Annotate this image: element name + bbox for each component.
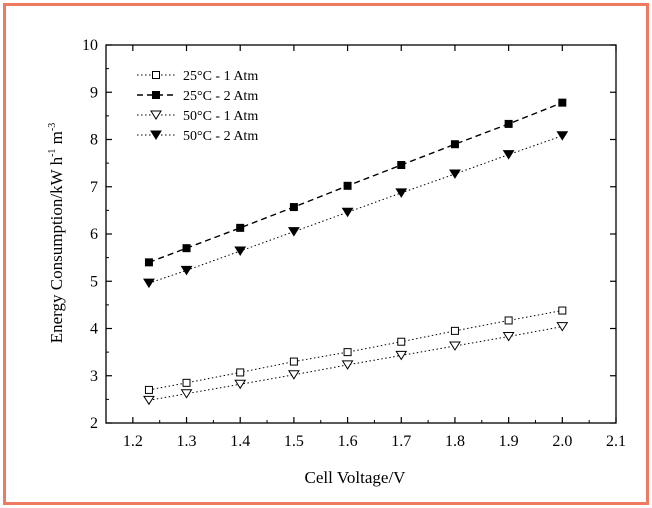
data-point: [236, 368, 245, 377]
data-point: [236, 223, 245, 232]
legend-marker: [152, 71, 160, 79]
data-point: [234, 379, 247, 390]
y-tick-label: 6: [90, 226, 98, 243]
data-point: [182, 244, 191, 253]
y-tick-label: 4: [90, 321, 98, 338]
series-3: [143, 322, 569, 406]
legend: 25°C - 1 Atm 25°C - 2 Atm 50°C - 1 Atm 50°C…: [137, 69, 258, 144]
data-point: [144, 258, 153, 267]
chart-frame: [3, 3, 649, 505]
y-axis-label: Energy Consumption/kW h-1 m-3: [47, 123, 66, 344]
data-point: [504, 316, 513, 325]
y-tick-label: 5: [90, 273, 98, 290]
legend-label: 25°C - 2 Atm: [183, 89, 258, 104]
x-tick-label: 1.8: [445, 433, 465, 450]
x-tick-label: 1.9: [499, 433, 519, 450]
x-tick-label: 1.5: [284, 433, 304, 450]
series-line: [148, 101, 563, 264]
x-axis-ticks: 1.2 1.3 1.4 1.5 1.6 1.7 1.8 1.9 2.0 2.1: [123, 45, 626, 450]
y-tick-label: 8: [90, 132, 98, 149]
x-axis-label: Cell Voltage/V: [305, 468, 407, 487]
x-tick-label: 2.0: [552, 433, 572, 450]
y-axis-label-prefix: Energy Consumption/kW h: [47, 156, 66, 343]
data-point: [287, 370, 300, 380]
legend-item: 25°C - 2 Atm: [137, 89, 258, 104]
data-point: [395, 188, 408, 198]
data-point: [449, 169, 461, 179]
legend-item: 50°C - 2 Atm: [137, 129, 258, 144]
y-axis-ticks: 2 3 4 5 6 7 8 9 10: [82, 37, 616, 432]
data-point: [182, 378, 191, 387]
y-tick-label: 2: [90, 415, 98, 432]
y-axis-label-sup-1: -1: [47, 149, 58, 157]
data-point: [143, 395, 155, 406]
data-point: [449, 341, 461, 351]
data-point: [144, 385, 153, 394]
data-point: [341, 360, 354, 370]
x-tick-label: 1.2: [123, 433, 143, 450]
data-point: [450, 140, 459, 149]
data-point: [343, 348, 352, 357]
y-tick-label: 3: [90, 368, 98, 385]
y-axis-label-middle: m: [47, 131, 66, 148]
data-point: [143, 278, 155, 289]
series-2: [144, 98, 567, 267]
data-point: [289, 357, 298, 366]
legend-label: 25°C - 1 Atm: [183, 69, 258, 84]
data-point: [343, 181, 352, 190]
data-point: [556, 131, 569, 141]
data-point: [180, 265, 193, 276]
data-point: [556, 322, 569, 332]
x-tick-label: 2.1: [606, 433, 626, 450]
y-tick-label: 7: [90, 179, 98, 196]
data-point: [234, 246, 247, 256]
data-point: [502, 150, 515, 160]
series-line: [148, 310, 563, 391]
series-1: [144, 306, 567, 394]
data-point: [395, 350, 408, 361]
data-point: [289, 203, 298, 212]
data-point: [558, 98, 567, 107]
data-series: [143, 98, 569, 406]
legend-marker: [150, 130, 162, 140]
x-tick-label: 1.3: [177, 433, 197, 450]
y-tick-label: 9: [90, 84, 98, 101]
series-line: [148, 326, 563, 401]
data-point: [558, 306, 567, 315]
series-line: [148, 135, 563, 284]
data-point: [502, 332, 515, 342]
legend-marker: [152, 91, 160, 99]
legend-label: 50°C - 1 Atm: [183, 109, 258, 124]
data-point: [504, 119, 513, 128]
data-point: [180, 389, 193, 399]
data-point: [397, 337, 406, 346]
data-point: [341, 207, 354, 218]
x-tick-label: 1.6: [338, 433, 358, 450]
data-point: [287, 227, 300, 237]
y-tick-label: 10: [82, 37, 98, 54]
x-tick-label: 1.7: [391, 433, 411, 450]
y-axis-label-sup-2: -3: [47, 123, 58, 131]
legend-marker: [150, 110, 162, 120]
legend-item: 25°C - 1 Atm: [137, 69, 258, 84]
series-4: [143, 131, 569, 289]
x-tick-label: 1.4: [230, 433, 250, 450]
data-point: [450, 326, 459, 335]
data-point: [397, 161, 406, 170]
legend-label: 50°C - 2 Atm: [183, 129, 258, 144]
legend-item: 50°C - 1 Atm: [137, 109, 258, 124]
